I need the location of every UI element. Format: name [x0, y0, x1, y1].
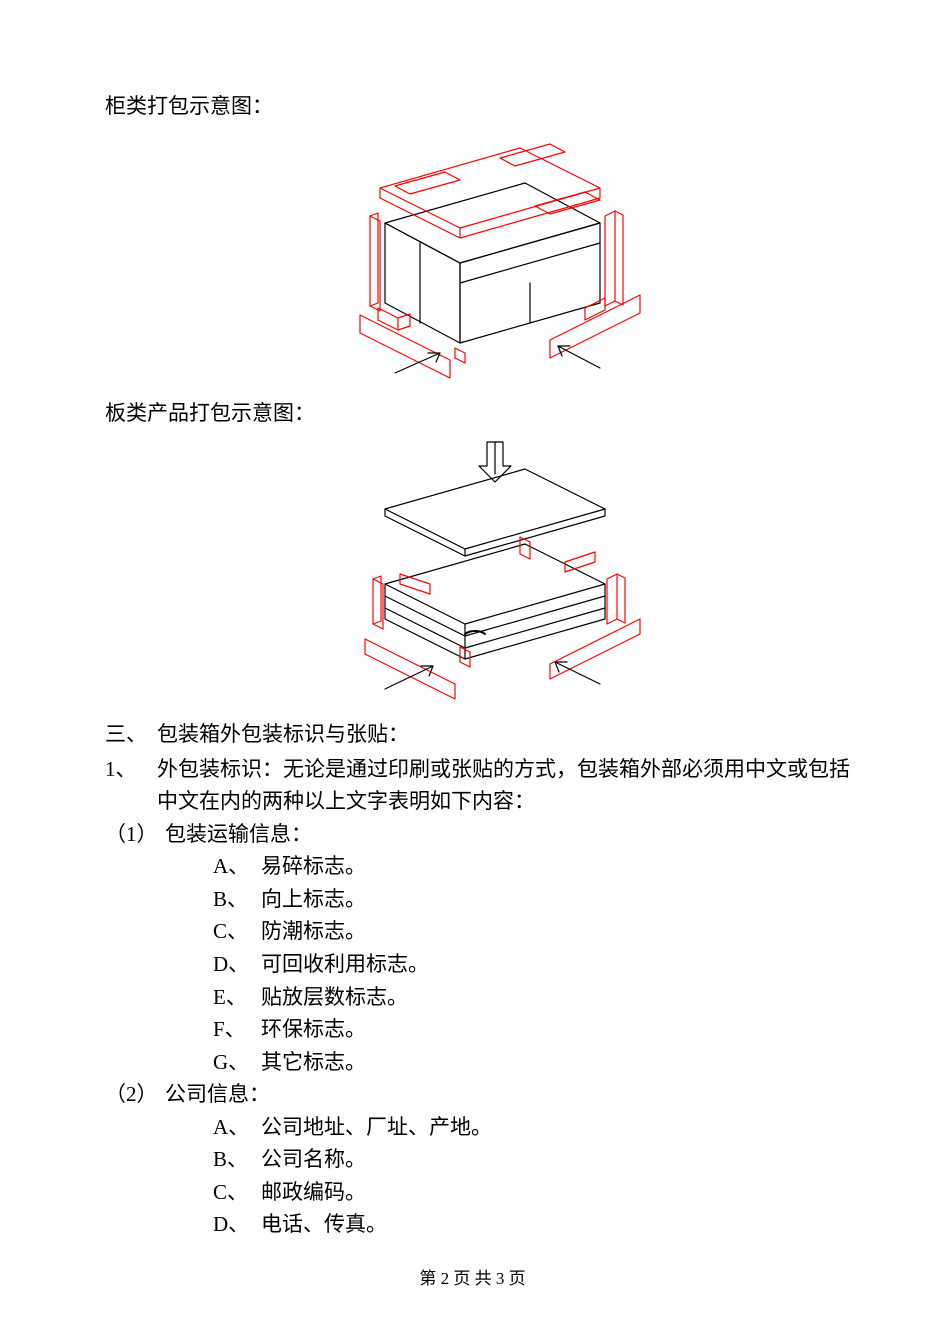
- group-2-header: （2） 公司信息：: [105, 1078, 855, 1111]
- group-1-title: 包装运输信息：: [165, 818, 855, 851]
- item-text: 贴放层数标志。: [261, 981, 855, 1014]
- document-page: 柜类打包示意图：: [0, 0, 945, 1337]
- item-text: 向上标志。: [261, 883, 855, 916]
- item-text: 可回收利用标志。: [261, 948, 855, 981]
- list-item: E、 贴放层数标志。: [105, 981, 855, 1014]
- footer-mid: 页 共: [449, 1269, 496, 1288]
- item-text: 公司地址、厂址、产地。: [261, 1111, 855, 1144]
- section-3-num: 三、: [105, 718, 157, 751]
- item-text: 邮政编码。: [261, 1176, 855, 1209]
- diagram2-caption: 板类产品打包示意图：: [105, 397, 855, 431]
- list-item: F、 环保标志。: [105, 1013, 855, 1046]
- group-1-num: （1）: [105, 818, 165, 851]
- item-letter: C、: [213, 915, 261, 948]
- diagram1-container: [105, 128, 855, 383]
- item-letter: D、: [213, 948, 261, 981]
- point-1-text: 外包装标识：无论是通过印刷或张贴的方式，包装箱外部必须用中文或包括中文在内的两种…: [157, 753, 855, 818]
- item-letter: A、: [213, 1111, 261, 1144]
- item-text: 防潮标志。: [261, 915, 855, 948]
- footer-suffix: 页: [504, 1269, 525, 1288]
- point-1-num: 1、: [105, 753, 157, 818]
- item-letter: C、: [213, 1176, 261, 1209]
- group-1-header: （1） 包装运输信息：: [105, 818, 855, 851]
- section-3-title: 包装箱外包装标识与张贴：: [157, 718, 855, 751]
- list-item: C、 防潮标志。: [105, 915, 855, 948]
- list-item: G、 其它标志。: [105, 1046, 855, 1079]
- list-item: C、 邮政编码。: [105, 1176, 855, 1209]
- item-text: 电话、传真。: [261, 1208, 855, 1241]
- list-item: D、 电话、传真。: [105, 1208, 855, 1241]
- section-3-header: 三、 包装箱外包装标识与张贴：: [105, 718, 855, 751]
- item-letter: G、: [213, 1046, 261, 1079]
- list-item: A、 公司地址、厂址、产地。: [105, 1111, 855, 1144]
- item-letter: D、: [213, 1208, 261, 1241]
- group-2-title: 公司信息：: [165, 1078, 855, 1111]
- point-1-row: 1、 外包装标识：无论是通过印刷或张贴的方式，包装箱外部必须用中文或包括中文在内…: [105, 753, 855, 818]
- item-text: 其它标志。: [261, 1046, 855, 1079]
- item-letter: B、: [213, 1143, 261, 1176]
- item-text: 公司名称。: [261, 1143, 855, 1176]
- item-letter: A、: [213, 850, 261, 883]
- diagram2-svg: [315, 434, 645, 704]
- footer-prefix: 第: [419, 1269, 440, 1288]
- diagram1-svg: [300, 128, 660, 383]
- item-letter: F、: [213, 1013, 261, 1046]
- list-item: A、 易碎标志。: [105, 850, 855, 883]
- list-item: D、 可回收利用标志。: [105, 948, 855, 981]
- item-text: 环保标志。: [261, 1013, 855, 1046]
- page-footer: 第 2 页 共 3 页: [0, 1264, 945, 1289]
- item-text: 易碎标志。: [261, 850, 855, 883]
- diagram1-caption: 柜类打包示意图：: [105, 90, 855, 124]
- diagram2-container: [105, 434, 855, 704]
- list-item: B、 公司名称。: [105, 1143, 855, 1176]
- footer-page-current: 2: [441, 1269, 450, 1288]
- item-letter: B、: [213, 883, 261, 916]
- item-letter: E、: [213, 981, 261, 1014]
- list-item: B、 向上标志。: [105, 883, 855, 916]
- group-2-num: （2）: [105, 1078, 165, 1111]
